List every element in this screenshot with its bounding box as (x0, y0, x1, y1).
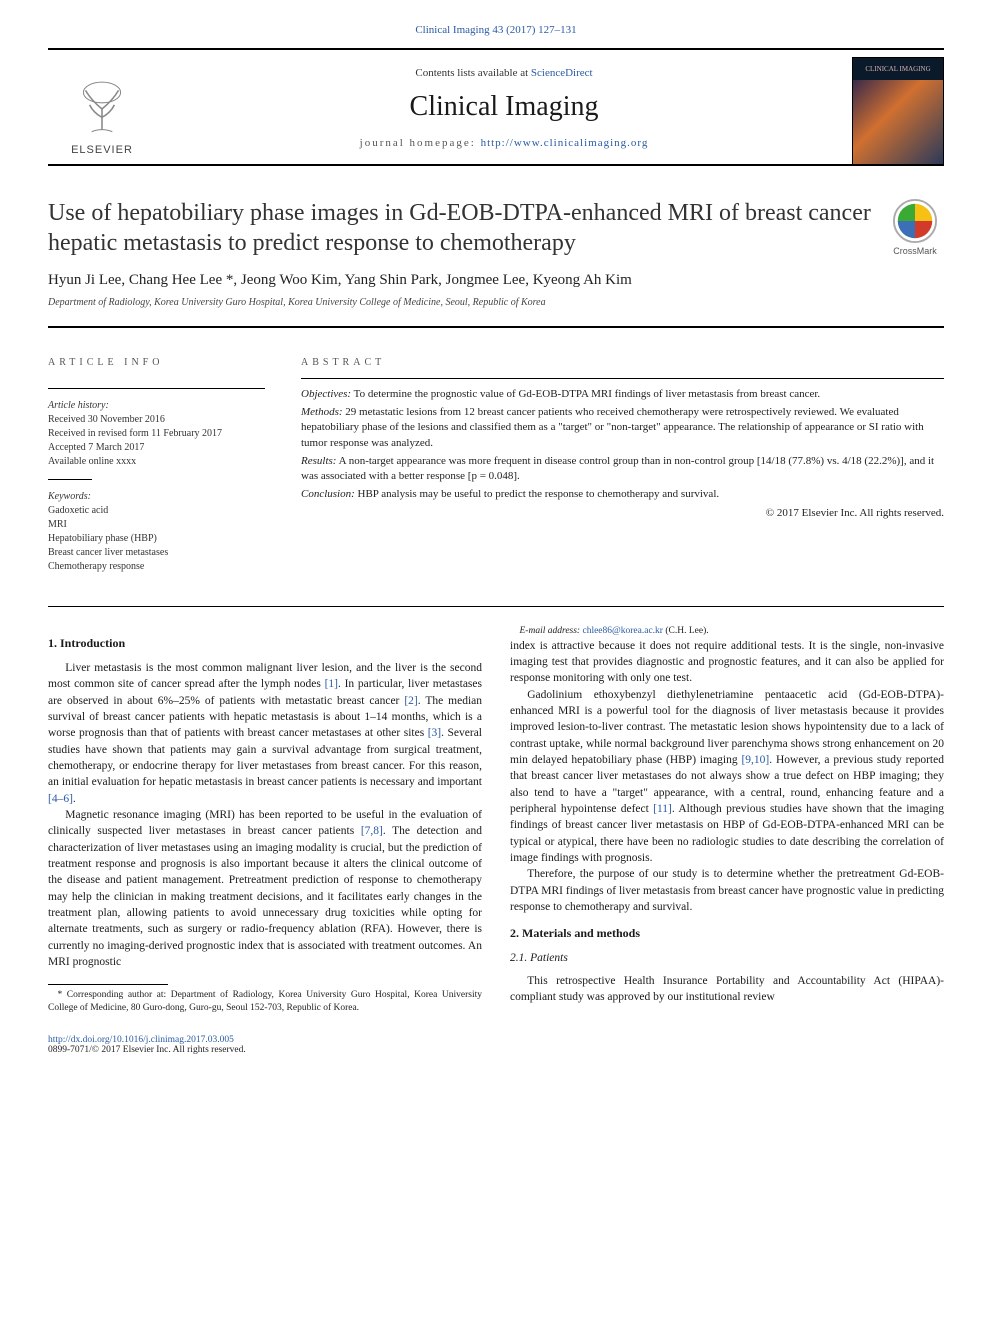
affiliation: Department of Radiology, Korea Universit… (48, 297, 944, 308)
divider (48, 388, 265, 389)
reference-link[interactable]: [11] (653, 803, 672, 815)
reference-link[interactable]: [3] (428, 727, 441, 739)
journal-cover-image (853, 80, 943, 164)
keywords-label: Keywords: (48, 490, 265, 504)
reference-link[interactable]: [9,10] (741, 754, 769, 766)
page-footer: http://dx.doi.org/10.1016/j.clinimag.201… (48, 1035, 944, 1055)
results-label: Results: (301, 455, 336, 467)
email-label: E-mail address: (520, 626, 581, 636)
masthead-center: Contents lists available at ScienceDirec… (156, 65, 852, 157)
history-item: Received 30 November 2016 (48, 413, 265, 427)
corresponding-author-note: * Corresponding author at: Department of… (48, 989, 482, 1015)
article-title: Use of hepatobiliary phase images in Gd-… (48, 198, 872, 258)
abstract-copyright: © 2017 Elsevier Inc. All rights reserved… (301, 506, 944, 522)
sciencedirect-link[interactable]: ScienceDirect (531, 67, 593, 79)
crossmark-icon (892, 198, 938, 244)
article-info-heading: ARTICLE INFO (48, 342, 265, 378)
methods-label: Methods: (301, 406, 343, 418)
objectives-text: To determine the prognostic value of Gd-… (354, 388, 821, 400)
history-item: Received in revised form 11 February 201… (48, 427, 265, 441)
info-abstract-row: ARTICLE INFO Article history: Received 3… (48, 328, 944, 588)
footnote-separator (48, 984, 168, 985)
publisher-logo[interactable]: ELSEVIER (48, 60, 156, 162)
reference-link[interactable]: [7,8] (361, 825, 383, 837)
history-item: Available online xxxx (48, 455, 265, 469)
keyword: MRI (48, 518, 265, 532)
journal-name: Clinical Imaging (156, 91, 852, 123)
email-attribution: (C.H. Lee). (663, 626, 709, 636)
abstract-heading: ABSTRACT (301, 342, 944, 378)
header-citation-link[interactable]: Clinical Imaging 43 (2017) 127–131 (415, 24, 576, 36)
publisher-label: ELSEVIER (71, 144, 133, 156)
abstract-column: ABSTRACT Objectives: To determine the pr… (283, 328, 944, 588)
article-body: 1. Introduction Liver metastasis is the … (48, 625, 944, 1015)
divider (48, 479, 92, 480)
divider (48, 606, 944, 607)
conclusion-label: Conclusion: (301, 488, 355, 500)
keyword: Chemotherapy response (48, 560, 265, 574)
reference-link[interactable]: [1] (325, 678, 338, 690)
authors-line: Hyun Ji Lee, Chang Hee Lee *, Jeong Woo … (48, 272, 944, 289)
keyword: Breast cancer liver metastases (48, 546, 265, 560)
section-heading-methods: 2. Materials and methods (510, 925, 944, 942)
corresponding-email-link[interactable]: chlee86@korea.ac.kr (582, 626, 662, 636)
authors-text: Hyun Ji Lee, Chang Hee Lee *, Jeong Woo … (48, 272, 632, 288)
subsection-heading-patients: 2.1. Patients (510, 950, 944, 966)
body-paragraph: Therefore, the purpose of our study is t… (510, 866, 944, 915)
masthead: ELSEVIER Contents lists available at Sci… (48, 48, 944, 166)
keyword: Hepatobiliary phase (HBP) (48, 532, 265, 546)
doi-link[interactable]: http://dx.doi.org/10.1016/j.clinimag.201… (48, 1035, 234, 1045)
journal-cover-title: CLINICAL IMAGING (853, 58, 943, 80)
crossmark-badge[interactable]: CrossMark (886, 198, 944, 256)
body-paragraph: Magnetic resonance imaging (MRI) has bee… (48, 807, 482, 970)
reference-link[interactable]: [2] (404, 695, 417, 707)
body-paragraph: Gadolinium ethoxybenzyl diethylenetriami… (510, 687, 944, 867)
contents-prefix: Contents lists available at (415, 67, 530, 79)
issn-copyright: 0899-7071/© 2017 Elsevier Inc. All right… (48, 1045, 246, 1055)
history-item: Accepted 7 March 2017 (48, 441, 265, 455)
results-text: A non-target appearance was more frequen… (301, 455, 934, 483)
body-paragraph: This retrospective Health Insurance Port… (510, 973, 944, 1006)
keywords-list: Gadoxetic acid MRI Hepatobiliary phase (… (48, 504, 265, 574)
journal-homepage-link[interactable]: http://www.clinicalimaging.org (481, 137, 649, 149)
objectives-label: Objectives: (301, 388, 351, 400)
methods-text: 29 metastatic lesions from 12 breast can… (301, 406, 924, 449)
homepage-prefix: journal homepage: (360, 137, 481, 149)
reference-link[interactable]: [4–6] (48, 793, 73, 805)
keyword: Gadoxetic acid (48, 504, 265, 518)
history-label: Article history: (48, 399, 265, 413)
conclusion-text: HBP analysis may be useful to predict th… (358, 488, 720, 500)
divider (301, 378, 944, 379)
header-citation: Clinical Imaging 43 (2017) 127–131 (48, 24, 944, 36)
body-paragraph: index is attractive because it does not … (510, 638, 944, 687)
section-heading-introduction: 1. Introduction (48, 635, 482, 652)
body-paragraph: Liver metastasis is the most common mali… (48, 660, 482, 807)
journal-cover: CLINICAL IMAGING (852, 57, 944, 165)
elsevier-tree-icon (66, 78, 138, 140)
article-info-column: ARTICLE INFO Article history: Received 3… (48, 328, 283, 588)
crossmark-label: CrossMark (893, 246, 937, 256)
